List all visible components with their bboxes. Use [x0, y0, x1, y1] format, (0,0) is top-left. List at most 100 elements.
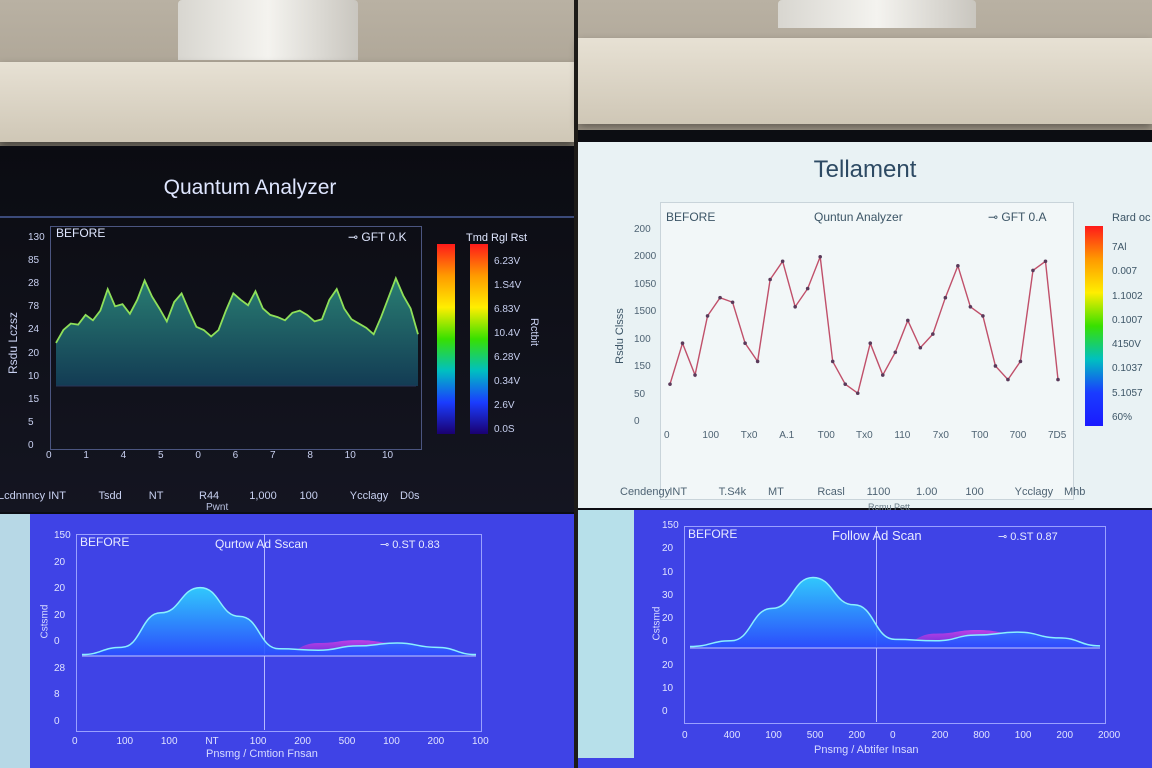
right-bottom-label-tick: T.S4k — [718, 486, 747, 498]
right-bottom-label-tick: Mhb — [1064, 486, 1086, 498]
left-bottom-tag: BEFORE — [80, 535, 130, 549]
left-top-x-tick: 0 — [195, 450, 201, 461]
left-bottom-legend: ⊸ 0.ST 0.83 — [380, 539, 440, 551]
right-top-point — [1006, 377, 1010, 382]
right-colorbar-tick: 1.1002 — [1112, 290, 1143, 302]
left-bottom-y-tick: 20 — [54, 583, 66, 595]
left-top-y-tick: 130 — [28, 232, 45, 243]
right-top-point — [780, 259, 785, 264]
right-top-y-tick: 200 — [634, 224, 651, 235]
right-top-point — [956, 264, 960, 268]
right-bottom-label-tick: 100 — [965, 486, 984, 498]
right-top-ylabel: Rsdu Clsss — [613, 308, 626, 364]
right-monitor: Tellament BEFORE Quntun Analyzer ⊸ GFT 0… — [578, 130, 1152, 768]
left-bottom-label-tick: D0s — [400, 490, 420, 502]
right-bottom-label-tick: Rcasl — [817, 486, 845, 498]
right-colorbar-tick: 0.1037 — [1112, 363, 1143, 375]
right-top-point — [805, 286, 810, 291]
left-bottom-vline — [264, 534, 265, 730]
left-colorbar-title: Tmd Rgl Rst — [466, 232, 528, 244]
right-colorbar — [1085, 226, 1103, 426]
left-bottom-y-tick: 28 — [54, 662, 66, 674]
right-bottom-x-tick: 0 — [682, 730, 688, 741]
left-bottom-y-tick: 0 — [54, 636, 60, 648]
left-colorbar-b — [470, 244, 488, 434]
right-top-point — [730, 300, 735, 305]
right-top-x-tick: 110 — [894, 430, 911, 441]
left-bottom-x-tick: 100 — [383, 736, 400, 747]
left-top-area-chart — [55, 275, 419, 387]
left-colorbar-a — [437, 244, 455, 434]
right-bottom-x-tick: 200 — [931, 730, 949, 741]
left-top-x-tick: 1 — [83, 450, 89, 461]
right-top-line-chart — [668, 254, 1060, 396]
right-bottom-y-tick: 0 — [662, 636, 668, 648]
right-app-title: Tellament — [813, 156, 917, 183]
right-top-title: Quntun Analyzer — [814, 210, 903, 224]
right-top-y-tick: 2000 — [634, 251, 657, 263]
left-bottom-x-tick: NT — [205, 736, 219, 747]
right-top-point — [906, 318, 910, 323]
left-bottom-title: Qurtow Ad Sscan — [215, 537, 308, 551]
right-top-point — [968, 305, 973, 309]
left-bottom-x-tick: 100 — [116, 736, 134, 747]
right-top-point — [981, 314, 985, 318]
right-top-point — [718, 295, 722, 300]
right-top-point — [943, 295, 948, 300]
right-bottom-series-1-line — [689, 576, 1101, 648]
left-bottom-y-tick: 8 — [54, 689, 60, 701]
right-plot-frame — [660, 202, 1074, 500]
left-bottom-y-tick: 20 — [54, 609, 66, 621]
left-top-x-tick: 7 — [270, 450, 276, 461]
right-top-x-tick: T00 — [971, 430, 989, 441]
left-bottom-panel — [0, 514, 574, 768]
left-top-x-tick: 10 — [382, 450, 394, 461]
left-bottom-x-tick: 100 — [249, 736, 267, 747]
right-bottom-series-1-area — [690, 577, 1100, 648]
right-bottom-x-tick: 800 — [973, 730, 990, 741]
right-top-y-tick: 1050 — [634, 278, 657, 290]
left-bottom-label-tick: Lcdnnncy — [0, 490, 46, 502]
right-top-point — [793, 305, 797, 309]
right-top-x-tick: Tx0 — [740, 430, 758, 441]
left-top-y-tick: 15 — [28, 393, 40, 405]
right-top-x-tick: A.1 — [779, 430, 795, 441]
right-bottom-x-tick: 2000 — [1098, 730, 1121, 741]
left-colorbar-tick: 6.83V — [494, 304, 521, 315]
right-top-x-tick: 0 — [664, 430, 670, 441]
right-top-y-tick: 0 — [634, 416, 640, 427]
container-left — [178, 0, 358, 60]
left-top-x-tick: 6 — [232, 450, 239, 461]
left-colorbar-tick: 6.28V — [494, 352, 521, 363]
right-bottom-x-tick: 100 — [1014, 730, 1032, 741]
right-bottom-y-tick: 20 — [662, 613, 674, 624]
right-top-point — [1031, 268, 1035, 273]
left-top-y-tick: 24 — [28, 324, 40, 336]
left-top-y-tick: 85 — [28, 255, 40, 267]
right-bottom-y-tick: 10 — [662, 682, 674, 694]
left-bottom-area-chart — [81, 586, 477, 657]
right-top-point — [993, 364, 998, 368]
left-bottom-label-tick: 100 — [299, 490, 318, 502]
right-bottom-area-chart — [689, 576, 1101, 649]
left-bottom-x-tick: 100 — [472, 736, 489, 747]
left-top-ylabel: Rsdu Lczsz — [6, 311, 21, 375]
right-bottom-y-tick: 150 — [662, 520, 679, 531]
left-top-xlabel: Pwnt — [206, 502, 229, 513]
right-top-tag: BEFORE — [666, 210, 716, 224]
left-top-y-tick: 0 — [28, 440, 34, 451]
left-top-x-tick: 4 — [120, 450, 127, 461]
left-colorbar-tick: 0.0S — [494, 424, 515, 435]
left-colorbar-tick: 2.6V — [494, 400, 515, 411]
left-colorbar-tick: 10.4V — [494, 328, 521, 339]
right-colorbar-tick: 0.1007 — [1112, 314, 1143, 326]
right-top-x-tick: 100 — [702, 430, 720, 441]
right-top-y-tick: 50 — [634, 388, 646, 400]
left-bottom-x-tick: 100 — [160, 736, 178, 747]
right-colorbar-tick: 60% — [1112, 412, 1133, 423]
left-bottom-x-tick: 200 — [294, 736, 311, 747]
right-bottom-x-tick: 0 — [890, 730, 896, 741]
right-bottom-glare — [578, 510, 634, 758]
right-top-y-tick: 150 — [634, 361, 651, 373]
right-bottom-y-tick: 30 — [662, 589, 674, 601]
